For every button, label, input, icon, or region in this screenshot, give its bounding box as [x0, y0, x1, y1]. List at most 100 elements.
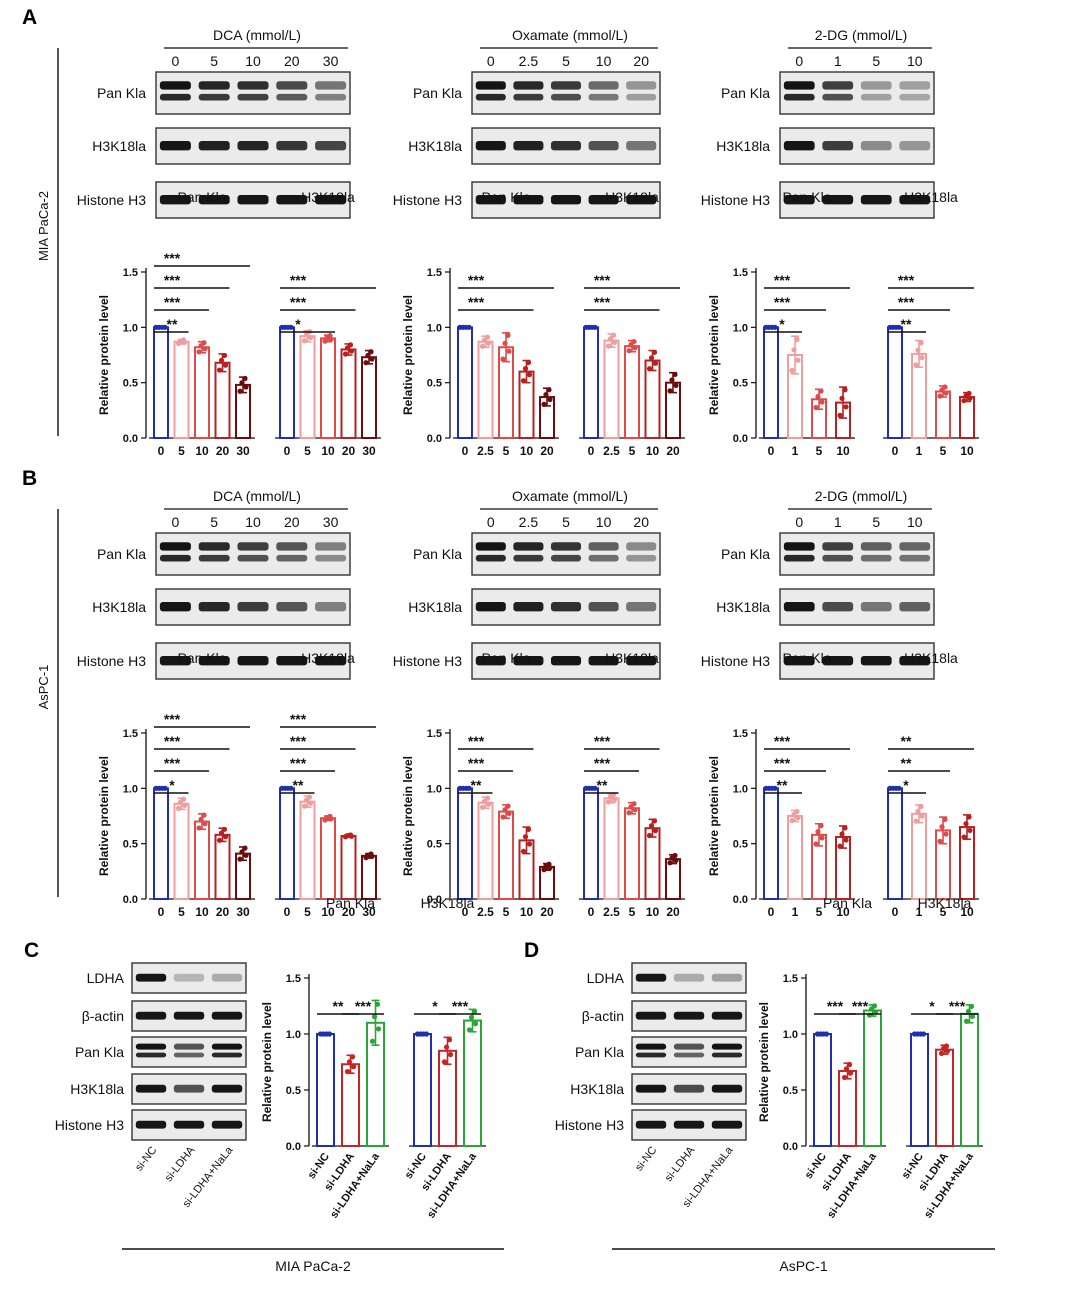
data-point: [918, 803, 924, 810]
x-tick-label: 5: [304, 905, 311, 919]
bar: [361, 356, 377, 440]
x-tick-label: 10: [520, 444, 534, 458]
data-point: [365, 352, 371, 358]
blot-band: [635, 1052, 667, 1058]
bar: [153, 326, 169, 440]
y-tick-label: 1.5: [427, 728, 442, 740]
blot-row-label: LDHA: [87, 970, 125, 986]
x-tick-label: 0: [892, 905, 899, 919]
data-point: [423, 1031, 430, 1037]
blot-band: [822, 542, 854, 551]
y-axis-label: Relative protein level: [97, 756, 111, 876]
bar: [194, 346, 210, 439]
x-tick-label: 0: [768, 444, 775, 458]
blot-band: [159, 601, 191, 612]
x-tick-label: 10: [520, 905, 534, 919]
data-point: [611, 796, 618, 803]
data-point: [543, 392, 549, 398]
data-point: [288, 785, 294, 791]
panel-letter: D: [524, 939, 539, 962]
bar: [887, 326, 903, 440]
blot-band: [173, 1120, 205, 1129]
data-point: [607, 336, 614, 342]
blot-band: [276, 140, 308, 151]
data-point: [368, 349, 374, 355]
y-axis-label: Relative protein level: [97, 295, 111, 415]
treatment-title: 2-DG (mmol/L): [815, 488, 908, 504]
data-point: [937, 838, 943, 844]
data-point: [466, 785, 472, 791]
data-point: [938, 1050, 945, 1056]
blot-row-label: Pan Kla: [75, 1044, 124, 1060]
y-tick-label: 1.5: [286, 973, 301, 985]
x-tick-label: 2.5: [603, 444, 620, 458]
blot-band: [860, 194, 892, 205]
bar-chart: 0.0 0.5 1.0 1.5 Relative protein level Pan Kl…: [707, 650, 979, 919]
data-point: [301, 338, 308, 344]
blot-band: [173, 1052, 205, 1058]
blot-band: [673, 1084, 705, 1093]
significance-label: ***: [949, 998, 966, 1014]
significance-label: ***: [774, 294, 791, 310]
bar: [603, 339, 620, 440]
x-tick-label: 10: [646, 444, 660, 458]
significance-label: ***: [594, 755, 611, 771]
blot-row-label: H3K18la: [716, 138, 770, 154]
y-tick-label: 1.5: [783, 973, 798, 985]
x-tick-label: 0: [588, 905, 595, 919]
bar: [813, 1033, 832, 1147]
x-tick-label: 1: [792, 444, 799, 458]
blot-band: [673, 1043, 705, 1050]
significance-label: ***: [827, 998, 844, 1014]
data-point: [546, 387, 552, 393]
blot-band: [211, 1011, 243, 1020]
significance-label: **: [333, 998, 344, 1014]
treatment-title: 2-DG (mmol/L): [815, 27, 908, 43]
data-point: [920, 1031, 927, 1037]
data-point: [374, 1001, 381, 1007]
blot-band: [822, 194, 854, 205]
data-point: [943, 1043, 950, 1049]
blot-band: [626, 194, 657, 205]
x-tick-label: 5: [816, 905, 823, 919]
significance-label: **: [777, 777, 788, 793]
data-point: [201, 812, 207, 818]
data-point: [967, 827, 973, 834]
cell-line-label: MIA PaCa-2: [275, 1258, 351, 1274]
blot-band: [860, 601, 892, 612]
y-tick-label: 0.0: [427, 433, 442, 445]
blot-band: [550, 93, 582, 101]
blot-band: [860, 554, 892, 562]
blot-band: [475, 194, 506, 205]
treatment-title: DCA (mmol/L): [213, 488, 301, 504]
blot-band: [276, 554, 308, 562]
blot-band: [860, 655, 892, 666]
significance-label: ***: [898, 294, 915, 310]
dose-label: 20: [633, 53, 649, 69]
western-blot-pan-kla: [471, 532, 661, 576]
significance-label: ***: [468, 294, 485, 310]
group-title: Pan Kla: [782, 189, 831, 205]
blot-band: [588, 93, 619, 101]
data-point: [913, 818, 919, 824]
data-point: [485, 340, 492, 346]
group-title: Pan Kla: [782, 650, 831, 666]
data-point: [327, 333, 333, 339]
significance-label: ***: [852, 998, 869, 1014]
data-point: [592, 324, 598, 330]
dose-label: 0: [795, 53, 803, 69]
blot-band: [550, 601, 582, 612]
data-point: [472, 1021, 479, 1027]
significance-label: *: [929, 998, 935, 1014]
y-tick-label: 0.5: [427, 378, 442, 390]
group-title: Pan Kla: [177, 189, 226, 205]
data-point: [839, 831, 845, 837]
dose-label: 5: [210, 514, 218, 530]
bar: [959, 396, 975, 440]
data-point: [610, 332, 617, 338]
x-tick-label: 0: [158, 444, 165, 458]
x-tick-label: 0: [768, 905, 775, 919]
blot-band: [673, 1052, 705, 1058]
data-point: [479, 343, 486, 349]
x-tick-label: 2.5: [477, 905, 494, 919]
